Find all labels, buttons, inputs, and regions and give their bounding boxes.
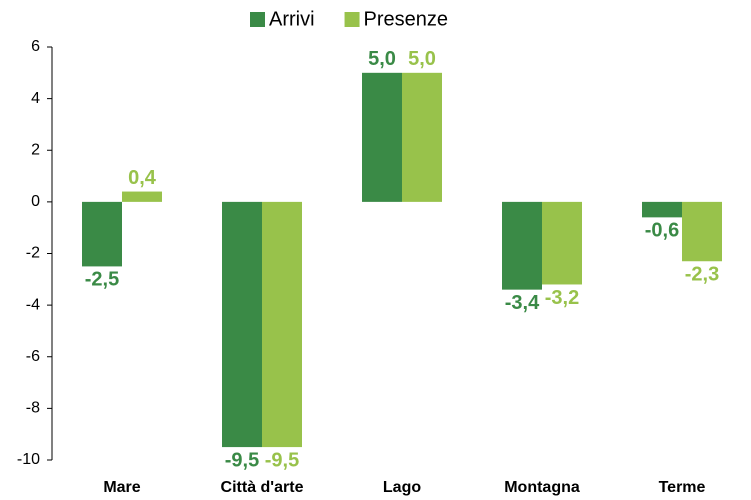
y-tick-label: -4 xyxy=(26,296,40,313)
bar xyxy=(82,201,122,267)
value-label: -3,4 xyxy=(505,292,540,314)
bar xyxy=(542,201,582,285)
legend-swatch xyxy=(250,12,265,27)
bar xyxy=(682,201,722,262)
y-tick-label: -6 xyxy=(26,348,40,365)
y-tick-label: -2 xyxy=(26,245,40,262)
bar xyxy=(222,201,262,448)
y-tick-label: -8 xyxy=(26,400,40,417)
bar xyxy=(262,201,302,448)
x-tick-label: Lago xyxy=(383,479,421,496)
bar xyxy=(502,201,542,290)
x-tick-label: Città d'arte xyxy=(221,479,304,496)
x-tick-label: Mare xyxy=(103,479,140,496)
y-tick-label: 2 xyxy=(31,141,40,158)
bar xyxy=(402,72,442,202)
value-label: 0,4 xyxy=(128,167,157,189)
value-label: -9,5 xyxy=(265,449,299,471)
bar xyxy=(362,72,402,202)
value-label: 5,0 xyxy=(368,48,396,70)
x-tick-label: Montagna xyxy=(504,479,580,496)
x-tick-label: Terme xyxy=(659,479,706,496)
value-label: -9,5 xyxy=(225,449,259,471)
y-tick-label: 0 xyxy=(31,193,40,210)
value-label: -3,2 xyxy=(545,287,579,309)
legend-label: Presenze xyxy=(364,8,449,30)
legend-swatch xyxy=(344,12,360,27)
bar xyxy=(642,201,682,218)
value-label: -2,3 xyxy=(685,264,719,286)
value-label: -0,6 xyxy=(645,220,679,242)
y-tick-label: -10 xyxy=(17,451,40,468)
y-tick-label: 4 xyxy=(31,90,40,107)
value-label: -2,5 xyxy=(85,269,119,291)
bar xyxy=(122,191,162,202)
value-label: 5,0 xyxy=(408,48,436,70)
legend-label: Arrivi xyxy=(269,8,315,30)
y-tick-label: 6 xyxy=(31,38,40,55)
